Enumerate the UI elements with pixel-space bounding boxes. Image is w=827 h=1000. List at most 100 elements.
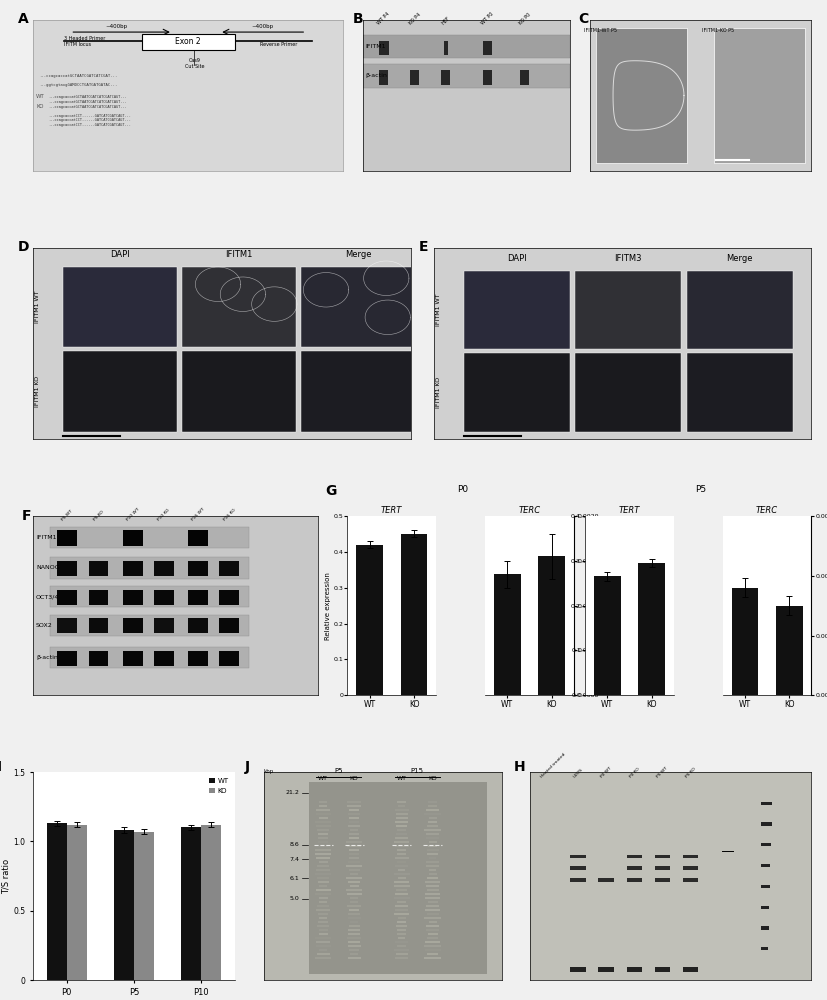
Bar [113, 830, 134, 980]
Bar [426, 861, 438, 863]
Text: P15: P15 [410, 768, 423, 774]
Bar [57, 651, 77, 666]
Bar [424, 941, 440, 943]
Bar [397, 861, 405, 863]
Text: H: H [513, 760, 524, 774]
Text: G: G [325, 484, 337, 498]
Bar [318, 929, 327, 931]
Text: ...ggtcgtaxgGAMDCCTGATGATGATAC...: ...ggtcgtaxgGAMDCCTGATGATGATAC... [39, 83, 117, 87]
Text: U2OS: U2OS [571, 767, 583, 778]
Bar [154, 590, 174, 605]
Text: P0 KO: P0 KO [628, 766, 639, 778]
Bar [188, 590, 208, 605]
Bar [426, 837, 438, 839]
Bar [348, 853, 359, 855]
Text: ...ccagcaccatCCT------GATCATCGATCAGT...: ...ccagcaccatCCT------GATCATCGATCAGT... [49, 114, 131, 118]
Bar [347, 913, 360, 915]
Bar [493, 574, 520, 695]
Text: WT: WT [318, 776, 327, 781]
Bar [396, 829, 406, 831]
Bar [188, 561, 208, 576]
Bar [50, 615, 249, 636]
Bar [396, 933, 406, 935]
Bar [463, 271, 569, 349]
Bar [425, 809, 439, 811]
Bar [50, 557, 249, 579]
Bar [316, 857, 330, 859]
Bar [349, 885, 358, 887]
Bar [427, 877, 437, 879]
Text: KO: KO [36, 104, 44, 109]
Bar [88, 651, 108, 666]
Bar [482, 41, 491, 55]
Bar [350, 829, 357, 831]
Bar [301, 351, 414, 432]
Text: ...ccagcaccatGCTAATCGATCATCGATCAGT...: ...ccagcaccatGCTAATCGATCATCGATCAGT... [49, 105, 127, 109]
Text: IFITM1: IFITM1 [36, 535, 56, 540]
Bar [317, 877, 328, 879]
Bar [317, 865, 329, 867]
Bar [593, 576, 620, 695]
Bar [654, 967, 670, 972]
Bar [315, 889, 330, 891]
Bar [301, 267, 414, 347]
Text: SOX2: SOX2 [36, 623, 53, 628]
Text: P5 WT: P5 WT [61, 510, 74, 522]
Text: WT: WT [396, 776, 406, 781]
Bar [398, 937, 405, 939]
Bar [379, 70, 388, 85]
Text: P10 KO: P10 KO [157, 508, 170, 522]
Bar [188, 618, 208, 633]
Bar [575, 353, 681, 432]
Bar [426, 849, 438, 851]
Bar [349, 817, 358, 819]
Bar [396, 825, 407, 827]
Bar [427, 937, 437, 939]
Bar [308, 782, 487, 974]
Bar [348, 813, 360, 815]
Bar [379, 41, 388, 55]
Bar [347, 881, 360, 883]
Bar [219, 590, 239, 605]
Bar [654, 878, 670, 882]
Bar [682, 866, 698, 870]
Bar [396, 833, 407, 835]
Bar [395, 837, 408, 839]
Bar [67, 825, 87, 980]
Bar [64, 351, 176, 432]
Bar [638, 563, 664, 695]
Bar [219, 618, 239, 633]
Bar [349, 809, 358, 811]
Bar [428, 921, 436, 923]
Text: WT P4: WT P4 [376, 12, 390, 26]
Text: P5 WT: P5 WT [655, 766, 668, 778]
Bar [570, 967, 586, 972]
Bar [398, 805, 405, 807]
Text: C: C [578, 12, 588, 26]
Bar [654, 866, 670, 870]
Bar [350, 873, 358, 875]
Bar [424, 957, 440, 959]
Bar [760, 802, 771, 805]
Bar [426, 865, 438, 867]
Title: TERT: TERT [618, 506, 639, 515]
Text: P5: P5 [694, 485, 705, 494]
Bar [319, 805, 327, 807]
Text: OCT3/4: OCT3/4 [36, 594, 60, 599]
Bar [318, 913, 328, 915]
Bar [316, 869, 329, 871]
Bar [50, 586, 249, 607]
Bar [188, 651, 208, 666]
Bar [394, 881, 409, 883]
Text: Cas9
Cut Site: Cas9 Cut Site [184, 58, 204, 69]
Bar [347, 957, 361, 959]
Bar [394, 809, 409, 811]
Bar [425, 909, 439, 911]
Bar [122, 590, 142, 605]
Bar [181, 827, 201, 980]
Bar [315, 853, 331, 855]
Bar [57, 618, 77, 633]
Bar [50, 647, 249, 668]
Text: Heated treated: Heated treated [539, 752, 566, 778]
Text: Merge: Merge [725, 254, 752, 263]
